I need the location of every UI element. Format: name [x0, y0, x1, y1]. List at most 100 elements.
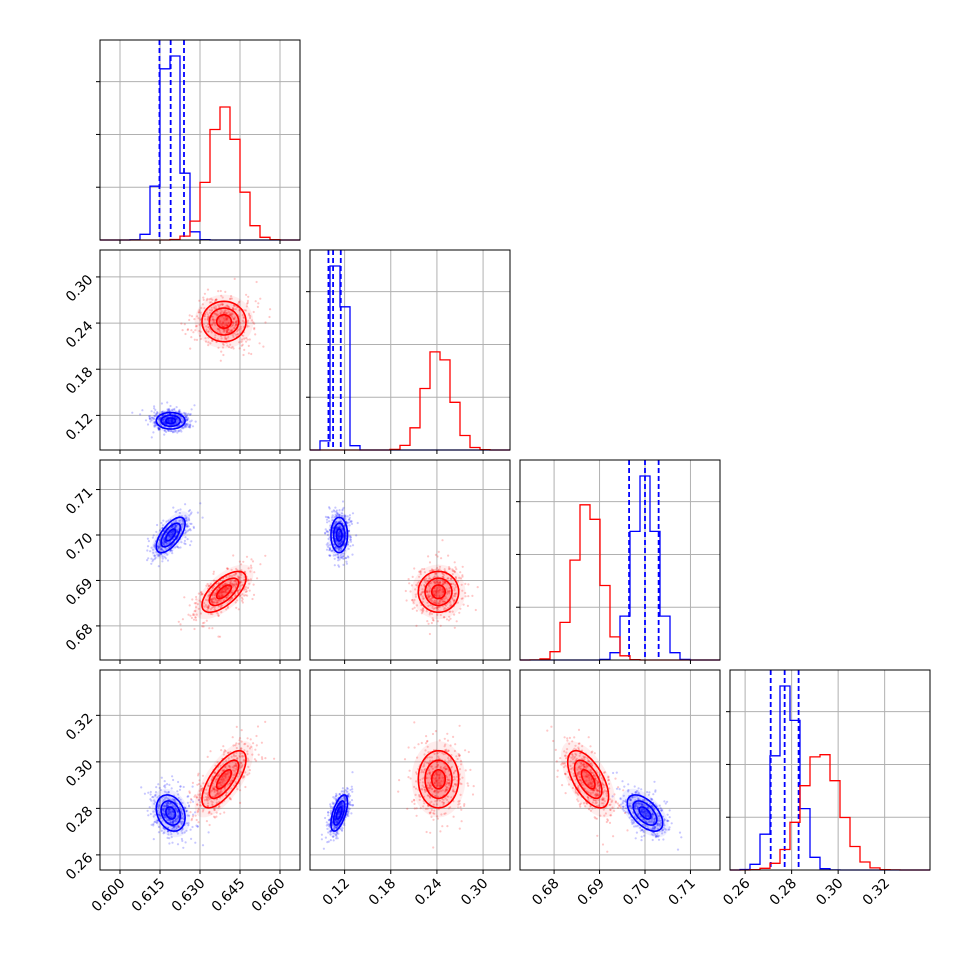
scatter-point [429, 611, 432, 614]
scatter-point [451, 573, 454, 576]
scatter-point [176, 790, 179, 793]
scatter-point [173, 407, 176, 410]
scatter-point [155, 821, 158, 824]
scatter-point [423, 583, 426, 587]
scatter-point [173, 799, 176, 802]
scatter-point [339, 524, 342, 527]
scatter-point [217, 303, 220, 307]
scatter-point [212, 787, 215, 790]
scatter-point [455, 769, 458, 772]
scatter-point [187, 425, 190, 428]
scatter-point [651, 838, 654, 842]
scatter-point [439, 586, 442, 589]
scatter-point [211, 803, 214, 806]
scatter-point [174, 820, 177, 823]
scatter-point [234, 308, 237, 311]
scatter-point [227, 328, 230, 331]
scatter-point [443, 600, 446, 603]
scatter-point [156, 523, 159, 527]
scatter-point [244, 586, 247, 589]
scatter-point [348, 518, 351, 521]
scatter-point [177, 430, 180, 433]
scatter-point [218, 805, 221, 809]
scatter-point [239, 321, 242, 325]
scatter-point [166, 830, 170, 833]
scatter-point [176, 843, 180, 846]
scatter-point [159, 547, 163, 551]
scatter-point [454, 576, 457, 579]
scatter-point [169, 821, 172, 824]
scatter-point [329, 833, 332, 836]
scatter-point [150, 546, 153, 549]
scatter-point [420, 787, 423, 791]
scatter-point [450, 765, 454, 768]
scatter-point [411, 607, 414, 611]
scatter-point [454, 576, 457, 579]
scatter-point [437, 755, 440, 758]
scatter-point [428, 577, 431, 580]
scatter-point [628, 816, 631, 819]
scatter-point [441, 599, 444, 602]
scatter-point [621, 808, 624, 811]
scatter-point [158, 794, 161, 798]
scatter-point [320, 838, 323, 841]
scatter-point [341, 529, 344, 532]
scatter-point [163, 790, 166, 793]
scatter-point [214, 318, 217, 322]
scatter-point [161, 420, 164, 423]
scatter-point [235, 764, 238, 767]
scatter-point [435, 803, 438, 806]
scatter-point [443, 745, 446, 748]
scatter-point [335, 826, 338, 829]
scatter-point [342, 790, 345, 793]
scatter-point [233, 583, 236, 586]
scatter-point [434, 789, 437, 792]
scatter-point [231, 306, 235, 310]
scatter-point [185, 416, 188, 420]
scatter-point [231, 334, 235, 337]
scatter-point [185, 518, 188, 521]
scatter-point [169, 810, 172, 814]
scatter-point [243, 348, 246, 351]
scatter-point [211, 298, 214, 301]
scatter-point [166, 429, 169, 432]
scatter-point [220, 778, 223, 781]
scatter-point [165, 542, 168, 545]
scatter-point [341, 555, 344, 558]
scatter-point [426, 620, 429, 623]
scatter-point [193, 338, 196, 341]
scatter-point [456, 601, 459, 604]
scatter-point [157, 565, 160, 568]
scatter-point [349, 801, 352, 804]
scatter-point [210, 297, 213, 300]
scatter-point [421, 568, 424, 571]
scatter-point [195, 619, 198, 622]
scatter-point [148, 416, 151, 420]
scatter-point [161, 524, 164, 527]
scatter-point [158, 799, 162, 802]
scatter-point [444, 581, 447, 584]
scatter-point [179, 806, 182, 809]
scatter-point [438, 773, 441, 776]
scatter-point [176, 528, 179, 532]
scatter-point [169, 821, 172, 824]
scatter-point [244, 785, 247, 789]
scatter-point [219, 304, 222, 307]
scatter-point [228, 576, 231, 579]
scatter-point [651, 820, 654, 823]
scatter-point [197, 317, 200, 320]
scatter-point [181, 822, 184, 826]
scatter-point [168, 419, 171, 422]
scatter-point [443, 600, 446, 603]
scatter-point [268, 315, 271, 319]
scatter-point [642, 823, 645, 827]
scatter-point [434, 553, 437, 557]
scatter-point [438, 739, 441, 742]
scatter-point [224, 323, 227, 327]
scatter-point [342, 506, 345, 509]
scatter-point [343, 516, 346, 519]
scatter-point [152, 558, 155, 562]
scatter-point [331, 514, 334, 517]
scatter-panel-2-0 [146, 502, 267, 638]
scatter-point [666, 819, 669, 823]
